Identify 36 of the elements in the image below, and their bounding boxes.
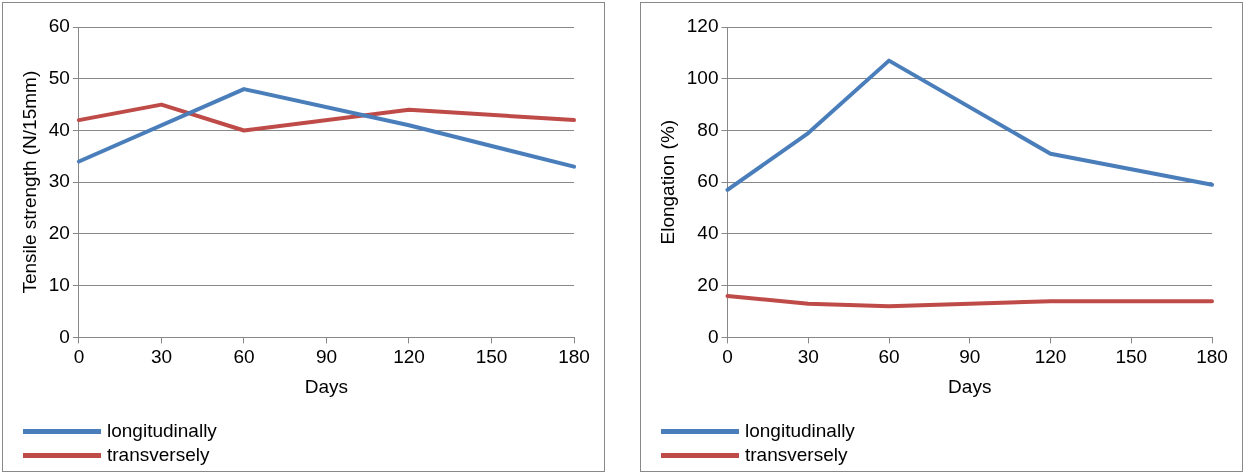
y-tick-label: 100 (686, 66, 719, 88)
x-tick-label: 180 (558, 346, 590, 368)
x-tick-label: 60 (233, 346, 255, 368)
legend-label: longitudinally (107, 420, 217, 442)
x-tick-label: 180 (1196, 346, 1228, 368)
legend-label: longitudinally (745, 420, 855, 442)
x-tick-label: 30 (150, 346, 173, 368)
x-tick-label: 60 (878, 346, 900, 368)
y-tick-label: 40 (48, 118, 70, 140)
legend-label: transversely (745, 444, 848, 466)
x-axis-title: Days (304, 375, 349, 397)
x-tick-label: 30 (797, 346, 819, 368)
y-tick-label: 10 (48, 273, 70, 295)
y-tick-label: 0 (59, 325, 70, 347)
x-tick-label: 120 (1034, 346, 1067, 368)
x-tick-label: 90 (315, 346, 338, 368)
x-tick-label: 0 (722, 346, 733, 368)
x-tick-label: 120 (393, 346, 425, 368)
y-axis-title: Tensile strength (N/15mm) (18, 70, 40, 294)
x-axis-title: Days (948, 375, 992, 397)
y-tick-label: 20 (697, 273, 719, 295)
x-tick-label: 150 (475, 346, 508, 368)
y-tick-label: 30 (48, 170, 70, 192)
y-tick-label: 60 (48, 15, 70, 37)
x-tick-label: 150 (1115, 346, 1148, 368)
y-tick-label: 120 (686, 15, 719, 37)
y-tick-label: 20 (48, 222, 70, 244)
y-tick-label: 50 (48, 66, 70, 88)
y-tick-label: 80 (697, 118, 719, 140)
y-tick-label: 40 (697, 222, 719, 244)
x-tick-label: 0 (73, 346, 85, 368)
y-tick-label: 60 (697, 170, 719, 192)
legend-label: transversely (107, 444, 210, 466)
y-tick-label: 0 (707, 325, 719, 347)
y-axis-title: Elongation (%) (656, 119, 678, 245)
x-tick-label: 90 (959, 346, 981, 368)
